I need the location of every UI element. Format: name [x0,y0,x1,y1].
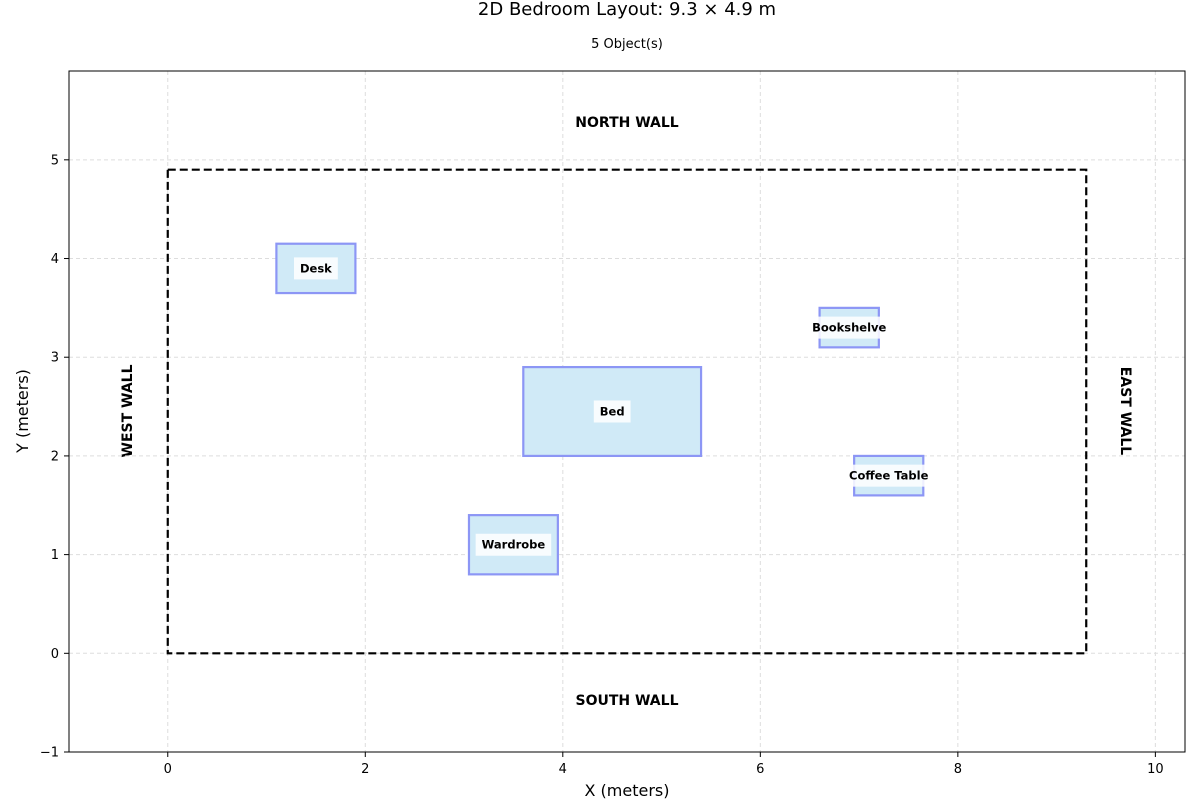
x-tick-label: 0 [164,762,172,777]
x-tick-label: 10 [1147,762,1164,777]
south-wall-label: SOUTH WALL [576,693,679,709]
furniture-label: Coffee Table [849,469,929,483]
x-tick-label: 6 [756,762,764,777]
room-outline [166,168,1088,655]
furniture-desk: Desk [275,242,357,295]
furniture-label: Bed [600,405,625,419]
chart-subtitle: 5 Object(s) [591,37,663,52]
furniture-coffee-table: Coffee Table [843,454,935,497]
furniture-label-bg [293,257,338,280]
x-axis-label: X (meters) [585,781,670,800]
y-tick-label: 3 [51,351,59,366]
furniture-label: Wardrobe [482,538,546,552]
x-tick-label: 4 [559,762,567,777]
y-tick-label: 5 [51,153,59,168]
furniture-label: Desk [300,261,332,275]
x-tick-label: 2 [361,762,369,777]
furniture-bookshelve: Bookshelve [806,306,893,349]
y-tick-label: 0 [51,647,59,662]
y-tick-label: 2 [51,449,59,464]
plot-frame [68,70,1186,753]
chart-title: 2D Bedroom Layout: 9.3 × 4.9 m [478,0,776,20]
furniture-label: Bookshelve [812,321,886,335]
furniture-bed: Bed [522,365,703,458]
west-wall-label: WEST WALL [120,364,136,457]
furniture-label-bg [843,464,935,487]
furniture-label-bg [806,316,893,339]
furniture-wardrobe: Wardrobe [467,514,559,576]
furniture-label-bg [475,533,552,556]
furniture-label-bg [593,400,631,423]
east-wall-label: EAST WALL [1117,367,1133,455]
y-tick-label: 1 [51,548,59,563]
y-axis-label: Y (meters) [13,369,32,454]
y-tick-label: 4 [51,252,59,267]
x-tick-label: 8 [954,762,962,777]
plot-layer: 0 2 4 6 8 10 −1 0 1 2 3 4 5 Desk Bookshelve Bed Coffee T… [40,70,1186,777]
north-wall-label: NORTH WALL [575,115,678,131]
y-tick-label: −1 [40,746,59,761]
